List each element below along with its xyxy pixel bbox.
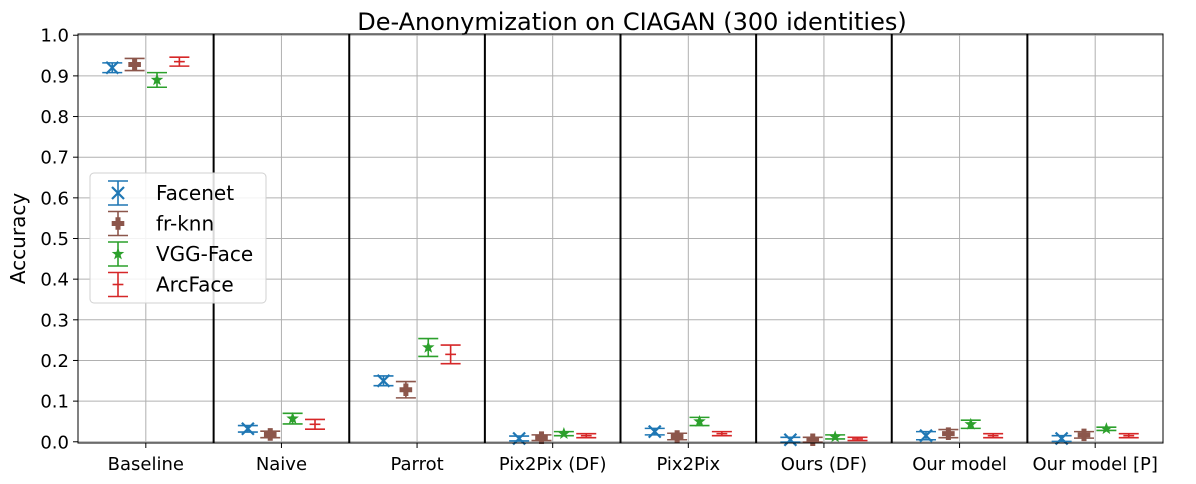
data-point-vgg-face xyxy=(689,414,710,427)
x-tick-label: Parrot xyxy=(390,454,443,475)
data-point-fr-knn xyxy=(938,427,959,440)
legend-item: ArcFace xyxy=(108,271,234,298)
data-point-arcface xyxy=(847,436,868,442)
data-point-facenet xyxy=(237,421,258,436)
data-point-arcface xyxy=(1118,432,1139,439)
legend-item: fr-knn xyxy=(108,210,214,237)
legend-label: VGG-Face xyxy=(156,242,253,266)
data-point-arcface xyxy=(440,344,461,365)
y-tick-label: 0.4 xyxy=(40,270,69,291)
data-point-vgg-face xyxy=(1096,422,1117,435)
legend-label: fr-knn xyxy=(156,212,214,236)
y-tick-label: 0.3 xyxy=(40,310,69,331)
legend-label: ArcFace xyxy=(156,273,234,297)
data-point-fr-knn xyxy=(395,380,416,399)
data-point-fr-knn xyxy=(667,430,688,443)
x-tick-label: Naive xyxy=(256,454,307,475)
data-point-vgg-face xyxy=(282,412,303,425)
data-point-vgg-face xyxy=(960,417,981,430)
data-point-facenet xyxy=(1051,431,1072,446)
data-point-arcface xyxy=(169,56,190,67)
data-point-fr-knn xyxy=(1073,428,1094,442)
legend-item: Facenet xyxy=(108,180,234,206)
y-tick-label: 0.5 xyxy=(40,229,69,250)
x-tick-label: Pix2Pix (DF) xyxy=(499,454,607,475)
y-tick-label: 0.9 xyxy=(40,66,69,87)
y-tick-label: 0.7 xyxy=(40,148,69,169)
x-tick-label: Ours (DF) xyxy=(781,454,867,475)
x-tick-label: Our model [P] xyxy=(1033,454,1158,475)
legend-box xyxy=(89,172,267,304)
x-tick-label: Pix2Pix xyxy=(656,454,720,475)
y-axis-label: Accuracy xyxy=(6,193,30,284)
chart-title: De-Anonymization on CIAGAN (300 identiti… xyxy=(357,8,906,36)
y-tick-label: 0.0 xyxy=(40,432,69,453)
y-tick-label: 1.0 xyxy=(40,26,69,47)
y-tick-label: 0.2 xyxy=(40,351,69,372)
data-point-fr-knn xyxy=(802,433,823,447)
data-point-fr-knn xyxy=(531,431,552,445)
data-point-facenet xyxy=(373,374,394,388)
data-point-arcface xyxy=(305,418,326,430)
y-tick-label: 0.8 xyxy=(40,107,69,128)
data-point-facenet xyxy=(780,432,801,447)
x-tick-label: Our model xyxy=(912,454,1007,475)
data-point-vgg-face xyxy=(418,337,439,358)
legend-item: VGG-Face xyxy=(108,241,253,267)
data-point-facenet xyxy=(102,60,123,75)
data-point-arcface xyxy=(576,432,597,439)
data-point-facenet xyxy=(644,424,665,439)
y-tick-label: 0.6 xyxy=(40,188,69,209)
legend-label: Facenet xyxy=(156,181,234,205)
data-point-facenet xyxy=(915,428,936,443)
data-point-vgg-face xyxy=(825,430,846,443)
data-point-vgg-face xyxy=(147,71,168,89)
y-tick-label: 0.1 xyxy=(40,392,69,413)
data-point-fr-knn xyxy=(124,57,145,72)
x-tick-label: Baseline xyxy=(108,454,184,475)
data-point-fr-knn xyxy=(260,428,281,441)
data-point-arcface xyxy=(983,432,1004,439)
data-point-arcface xyxy=(711,430,732,437)
data-point-vgg-face xyxy=(553,427,574,439)
